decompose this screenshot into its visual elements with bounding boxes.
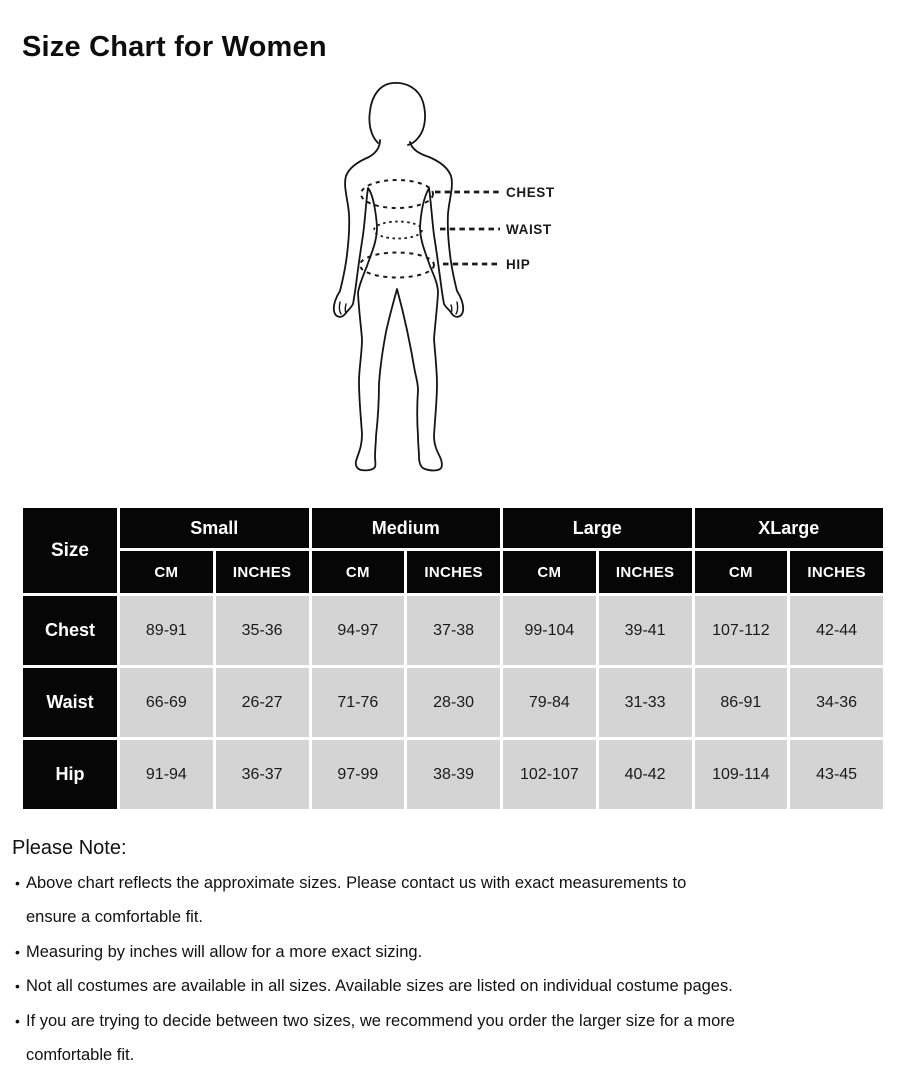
table-row-waist: Waist 66-69 26-27 71-76 28-30 79-84 31-3… [23, 668, 883, 737]
unit-header-cm: CM [311, 551, 405, 593]
hip-xlarge-cm: 109-114 [694, 740, 788, 809]
chest-measure-ellipse [360, 179, 434, 209]
page-title: Size Chart for Women [22, 31, 327, 64]
table-row-chest: Chest 89-91 35-36 94-97 37-38 99-104 39-… [23, 596, 883, 665]
note-item-availability: Not all costumes are available in all si… [12, 969, 898, 1004]
waist-xlarge-cm: 86-91 [694, 668, 788, 737]
body-outline [332, 139, 465, 472]
woman-outline-figure: CHEST WAIST HIP [332, 82, 555, 472]
unit-header-row: CM INCHES CM INCHES CM INCHES CM INCHES [23, 551, 883, 593]
row-label-waist: Waist [23, 668, 117, 737]
chest-label: CHEST [506, 185, 555, 200]
note-line: comfortable fit. [26, 1046, 135, 1064]
waist-small-inches: 26-27 [215, 668, 309, 737]
unit-header-inches: INCHES [790, 551, 883, 593]
hip-small-inches: 36-37 [215, 740, 309, 809]
note-line: Above chart reflects the approximate siz… [26, 873, 687, 892]
size-chart-table: Size Small Medium Large XLarge CM INCHES… [20, 505, 886, 812]
note-item-between-sizes: If you are trying to decide between two … [12, 1004, 898, 1073]
group-header-medium: Medium [311, 508, 500, 548]
note-line: Not all costumes are available in all si… [26, 977, 733, 995]
unit-header-inches: INCHES [215, 551, 309, 593]
unit-header-inches: INCHES [407, 551, 500, 593]
row-label-hip: Hip [23, 740, 117, 809]
waist-large-inches: 31-33 [598, 668, 692, 737]
chest-large-cm: 99-104 [503, 596, 596, 665]
chest-medium-cm: 94-97 [311, 596, 405, 665]
chest-medium-inches: 37-38 [407, 596, 500, 665]
note-item-measuring-inches: Measuring by inches will allow for a mor… [12, 935, 898, 970]
waist-label: WAIST [506, 222, 552, 237]
group-header-xlarge: XLarge [694, 508, 883, 548]
chest-xlarge-inches: 42-44 [790, 596, 883, 665]
hip-small-cm: 91-94 [120, 740, 213, 809]
note-line: Measuring by inches will allow for a mor… [26, 942, 423, 961]
unit-header-cm: CM [503, 551, 596, 593]
chest-large-inches: 39-41 [598, 596, 692, 665]
waist-xlarge-inches: 34-36 [790, 668, 883, 737]
unit-header-cm: CM [694, 551, 788, 593]
chest-xlarge-cm: 107-112 [694, 596, 788, 665]
table-row-hip: Hip 91-94 36-37 97-99 38-39 102-107 40-4… [23, 740, 883, 809]
size-corner-header: Size [23, 508, 117, 593]
hip-medium-inches: 38-39 [407, 740, 500, 809]
hip-medium-cm: 97-99 [311, 740, 405, 809]
hip-xlarge-inches: 43-45 [790, 740, 883, 809]
body-measurement-diagram: CHEST WAIST HIP [300, 80, 620, 490]
waist-medium-inches: 28-30 [407, 668, 500, 737]
unit-header-cm: CM [120, 551, 213, 593]
waist-small-cm: 66-69 [120, 668, 213, 737]
waist-measure-ellipse [373, 220, 423, 240]
chest-small-inches: 35-36 [215, 596, 309, 665]
note-line: ensure a comfortable fit. [26, 908, 204, 926]
hip-label: HIP [506, 257, 530, 272]
head-outline [368, 82, 426, 146]
waist-large-cm: 79-84 [503, 668, 596, 737]
row-label-chest: Chest [23, 596, 117, 665]
notes-section: Please Note: Above chart reflects the ap… [12, 831, 898, 1073]
size-group-header-row: Size Small Medium Large XLarge [23, 508, 883, 593]
group-header-large: Large [503, 508, 692, 548]
hip-large-cm: 102-107 [503, 740, 596, 809]
right-hand-fingers [450, 301, 459, 315]
note-item-approximate-sizes: Above chart reflects the approximate siz… [12, 866, 898, 935]
hip-large-inches: 40-42 [598, 740, 692, 809]
note-line: If you are trying to decide between two … [26, 1011, 735, 1030]
notes-heading: Please Note: [12, 837, 127, 859]
waist-medium-cm: 71-76 [311, 668, 405, 737]
left-hand-fingers [338, 301, 347, 315]
unit-header-inches: INCHES [598, 551, 692, 593]
hip-measure-ellipse [359, 251, 435, 279]
chest-small-cm: 89-91 [120, 596, 213, 665]
group-header-small: Small [120, 508, 309, 548]
